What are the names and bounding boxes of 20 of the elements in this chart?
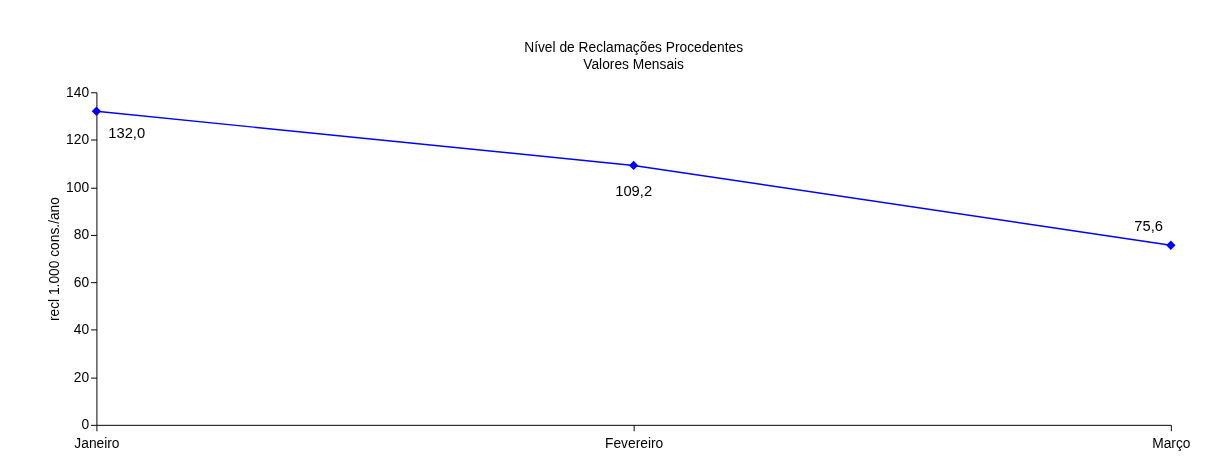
y-tick-label: 60 — [73, 274, 90, 290]
y-tick-label: 0 — [81, 417, 90, 433]
point — [91, 106, 102, 116]
data-label: 132,0 — [108, 124, 146, 141]
y-tick-label: 20 — [73, 369, 90, 385]
y-axis-title: recl 1.000 cons./ano — [47, 196, 63, 322]
chart-title: Nível de Reclamações Procedentes — [524, 39, 744, 55]
data-label: 109,2 — [615, 182, 653, 199]
y-tick-label: 100 — [66, 179, 90, 195]
x-tick-label: Janeiro — [74, 435, 120, 451]
x-tick-label: Fevereiro — [605, 435, 664, 451]
y-tick-label: 40 — [73, 322, 90, 338]
data-label: 75,6 — [1134, 217, 1163, 234]
y-tick-label: 80 — [73, 227, 90, 243]
y-tick-label: 140 — [66, 84, 90, 100]
point — [1166, 240, 1176, 250]
point — [628, 160, 639, 171]
y-tick-label: 120 — [66, 132, 90, 148]
chart-subtitle: Valores Mensais — [583, 56, 685, 72]
x-tick-label: Março — [1152, 435, 1191, 451]
